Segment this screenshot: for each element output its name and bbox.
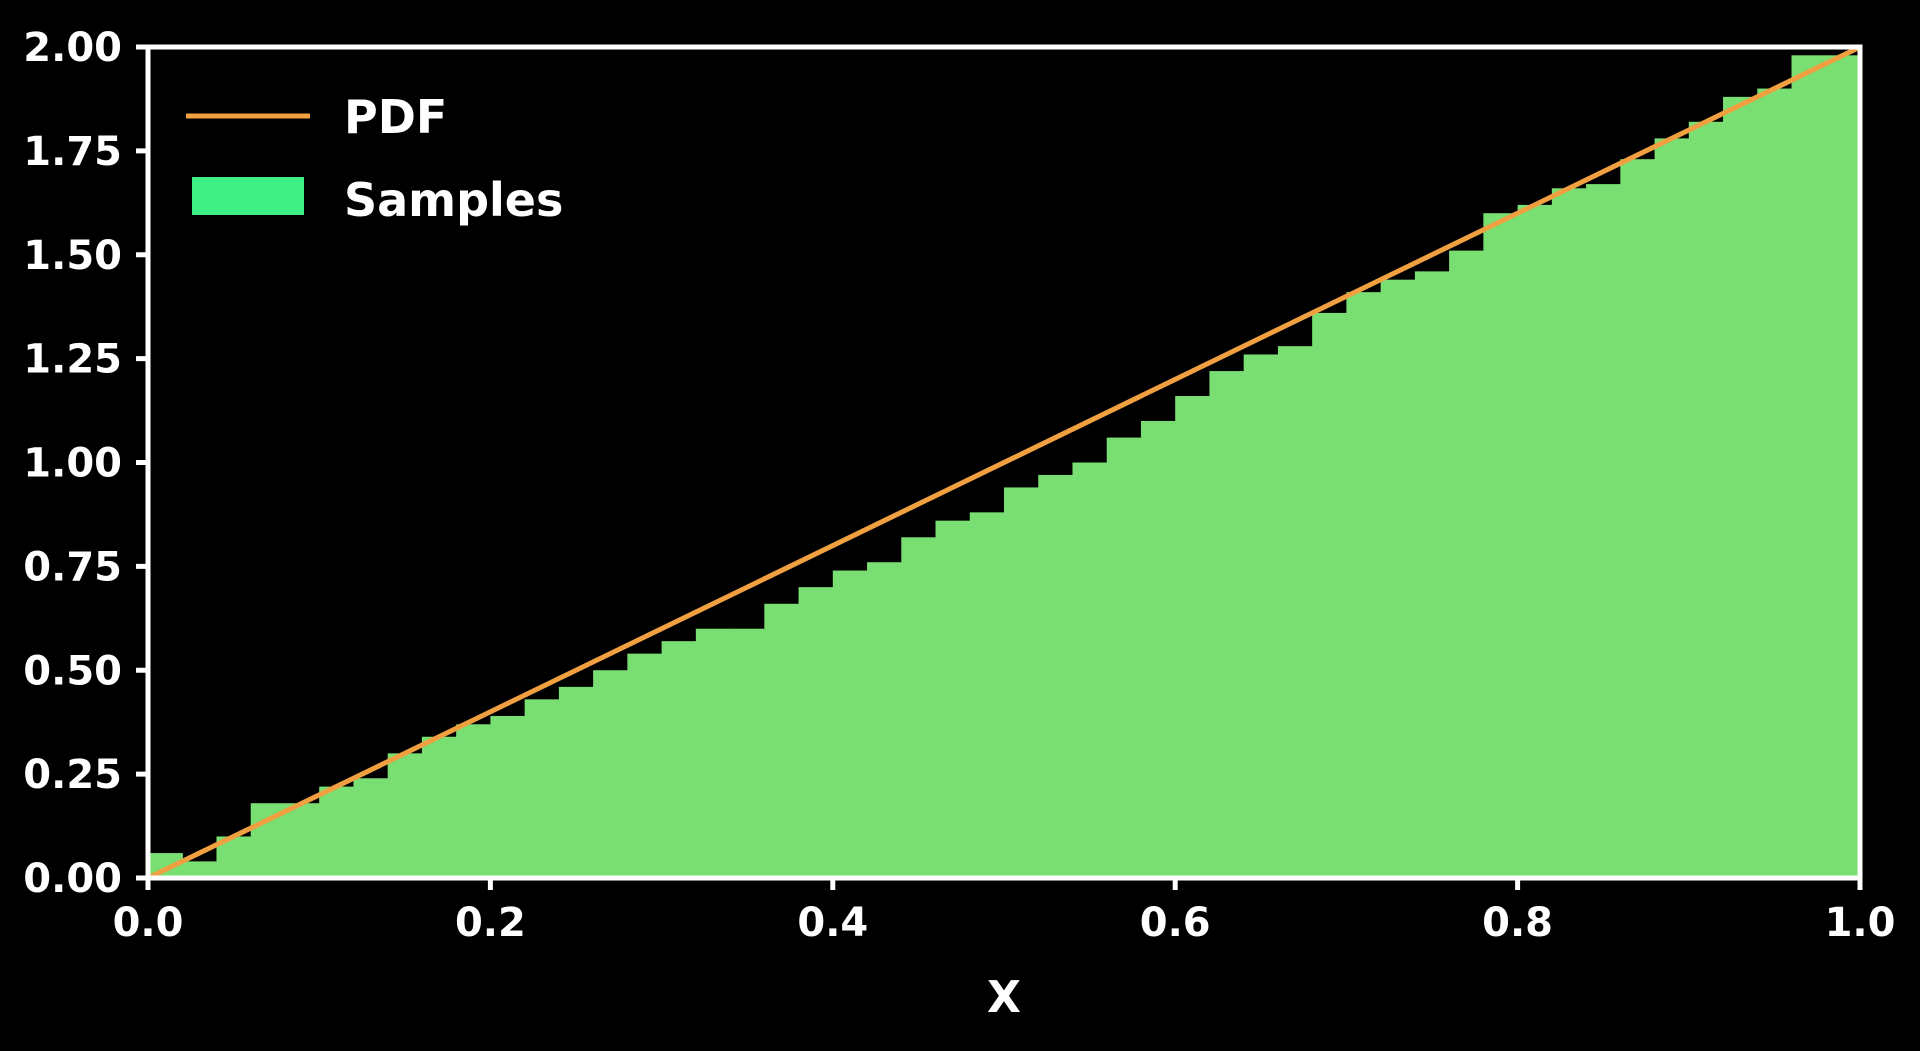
samples-bar [798, 587, 834, 878]
samples-bar [764, 603, 800, 878]
samples-bar [1038, 474, 1074, 878]
y-tick-label: 0.75 [23, 544, 122, 590]
legend: PDF Samples [186, 90, 563, 227]
x-tick-label: 0.8 [1482, 900, 1553, 946]
samples-bar [1620, 159, 1656, 878]
samples-bar [867, 562, 902, 878]
samples-bar [524, 699, 560, 878]
samples-bars [148, 55, 1861, 879]
samples-bar [901, 537, 937, 878]
x-tick-label: 0.0 [113, 900, 184, 946]
y-tick-label: 1.50 [23, 233, 122, 279]
samples-bar [1757, 88, 1793, 879]
legend-samples-swatch [192, 177, 304, 215]
samples-bar [1723, 96, 1758, 879]
samples-bar [1277, 346, 1313, 878]
samples-bar [1380, 279, 1416, 878]
samples-bar [1175, 396, 1211, 878]
samples-bar [1449, 250, 1484, 879]
samples-bar [730, 628, 765, 878]
samples-bar [1517, 204, 1553, 878]
legend-samples-label: Samples [344, 173, 563, 227]
y-tick-label: 1.75 [23, 129, 122, 175]
x-tick-label: 1.0 [1825, 900, 1896, 946]
samples-bar [1414, 271, 1450, 878]
samples-bar [353, 778, 389, 878]
samples-bar [1072, 462, 1108, 878]
samples-bar [969, 512, 1005, 878]
samples-bar [935, 520, 971, 878]
y-tick-label: 2.00 [23, 25, 122, 71]
samples-bar [319, 786, 355, 878]
samples-bar [1654, 138, 1690, 878]
samples-bar [1825, 55, 1861, 879]
samples-bar [627, 653, 663, 878]
samples-bar [593, 670, 628, 878]
samples-bar [1688, 121, 1724, 879]
samples-bar [1551, 188, 1587, 878]
samples-bar [558, 686, 594, 878]
samples-bar [1312, 312, 1347, 878]
samples-bar [695, 628, 731, 878]
y-tick-label: 1.25 [23, 337, 122, 383]
samples-bar [1140, 420, 1176, 878]
samples-bar [387, 753, 423, 878]
legend-pdf-label: PDF [344, 90, 447, 144]
samples-bar [1483, 213, 1519, 878]
samples-bar [421, 736, 457, 878]
samples-bar [1004, 487, 1039, 878]
x-axis-label: X [987, 972, 1021, 1023]
y-tick-label: 0.00 [23, 856, 122, 902]
x-tick-label: 0.4 [797, 900, 868, 946]
samples-bar [661, 641, 697, 878]
pdf-line-layer [146, 44, 1862, 881]
samples-bar [832, 570, 868, 878]
x-axis-ticks: 0.0 0.2 0.4 0.6 0.8 1.0 [113, 878, 1896, 946]
samples-bar [1106, 437, 1142, 878]
samples-bar [1209, 371, 1245, 878]
samples-bar [490, 715, 526, 878]
samples-bar [182, 861, 218, 878]
x-tick-label: 0.6 [1140, 900, 1211, 946]
x-tick-label: 0.2 [455, 900, 526, 946]
pdf-line [146, 44, 1862, 881]
samples-bar [1791, 55, 1827, 879]
samples-bar [456, 724, 491, 878]
samples-bar [284, 803, 320, 878]
samples-bar [1243, 354, 1279, 879]
y-axis-ticks: 0.00 0.25 0.50 0.75 1.00 1.25 1.50 1.75 2.00 [23, 25, 148, 902]
y-tick-label: 1.00 [23, 441, 122, 487]
samples-bar [1586, 184, 1621, 879]
samples-bar [1346, 292, 1382, 878]
y-tick-label: 0.25 [23, 752, 122, 798]
y-tick-label: 0.50 [23, 648, 122, 694]
